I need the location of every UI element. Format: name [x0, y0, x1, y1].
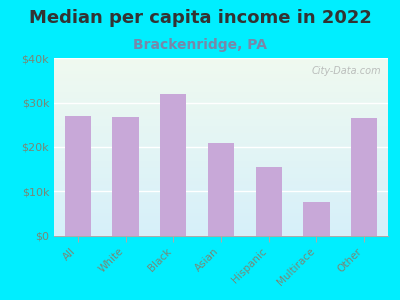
- Bar: [208, 142, 234, 236]
- Bar: [65, 116, 91, 236]
- Text: Brackenridge, PA: Brackenridge, PA: [133, 38, 267, 52]
- Bar: [351, 118, 377, 236]
- Text: City-Data.com: City-Data.com: [312, 66, 381, 76]
- Bar: [160, 94, 186, 236]
- Bar: [303, 202, 330, 236]
- Bar: [256, 167, 282, 236]
- Bar: [112, 117, 139, 236]
- Text: Median per capita income in 2022: Median per capita income in 2022: [28, 9, 372, 27]
